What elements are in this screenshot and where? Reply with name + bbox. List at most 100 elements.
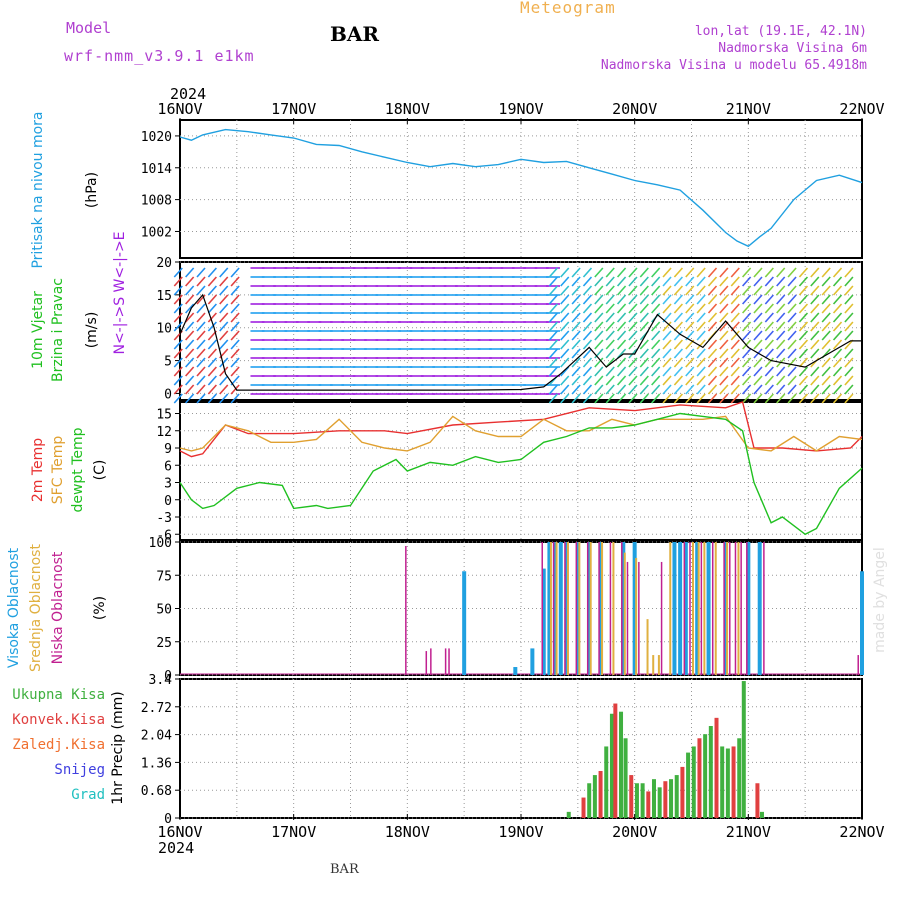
precip-bar: [609, 713, 614, 818]
y-tick-label: 1008: [141, 194, 172, 209]
wind-barb: [753, 375, 763, 386]
wind-barb: [173, 375, 183, 386]
footer-station: BAR: [330, 862, 359, 877]
mid-cloud-bar: [697, 542, 700, 675]
wind-barb: [810, 339, 820, 350]
low-cloud-bar: [609, 542, 612, 675]
wind-barb: [810, 303, 820, 314]
wind-barb: [571, 303, 581, 314]
wind-barb: [844, 384, 854, 395]
wind-barb: [844, 366, 854, 377]
wind-barb: [707, 321, 718, 332]
wind-barb: [594, 375, 604, 386]
wind-barb: [776, 348, 786, 359]
wind-speed-line: [179, 293, 862, 391]
mid-cloud-bar: [589, 542, 592, 675]
wind-barb: [628, 366, 638, 377]
wind-barb: [832, 312, 843, 323]
wind-barb: [810, 393, 820, 404]
wind-unit-label: (m/s): [84, 312, 100, 349]
wind-barb: [832, 384, 843, 395]
wind-barb: [662, 393, 672, 404]
precip-bar: [703, 734, 708, 818]
precip-bar: [604, 746, 609, 818]
x-tick-label-bottom: 22NOV: [839, 823, 884, 841]
wind-barb: [230, 321, 240, 332]
mid-cloud-bar: [652, 655, 655, 675]
wind-barb: [742, 303, 752, 314]
wind-barb: [548, 285, 558, 296]
station-name: BAR: [330, 22, 380, 46]
wind-barb: [673, 375, 684, 386]
high-cloud-bar: [530, 648, 535, 675]
wind-barb: [787, 384, 797, 395]
wind-barb: [582, 393, 593, 404]
wind-barb: [707, 393, 718, 404]
wind-barb: [616, 285, 627, 296]
wind-barb: [764, 321, 774, 332]
wind-barb: [594, 348, 604, 359]
wind-barb: [685, 303, 695, 314]
wind-barb: [571, 375, 581, 386]
wind-barb: [821, 267, 831, 278]
wind-barb: [219, 384, 229, 395]
wind-barb: [673, 267, 684, 278]
wind-barb: [605, 348, 615, 359]
wind-barb: [196, 393, 206, 404]
wind-barb: [844, 393, 854, 404]
credit-label: made by Angel: [872, 547, 888, 653]
wind-barb: [798, 339, 809, 350]
wind-barb: [719, 312, 729, 323]
wind-barb: [776, 393, 786, 404]
wind-barb: [707, 384, 718, 395]
wind-barb: [651, 294, 661, 305]
wind-barb: [696, 312, 706, 323]
wind-barb: [173, 267, 183, 278]
low-cloud-bar: [541, 542, 543, 675]
precip-bar: [680, 766, 685, 818]
wind-barb: [753, 285, 763, 296]
wind-barb: [832, 294, 843, 305]
wind-barb: [616, 384, 627, 395]
mid-cloud-bar: [703, 542, 706, 675]
wind-barb: [582, 285, 593, 296]
low-cloud-bar: [586, 542, 589, 675]
wind-barb: [628, 267, 638, 278]
low-cloud-bar: [405, 545, 407, 675]
mid-cloud-bar: [714, 542, 717, 675]
wind-barb: [639, 339, 649, 350]
wind-barb: [173, 384, 183, 395]
wind-barb: [719, 339, 729, 350]
wind-barb: [548, 267, 558, 278]
x-tick-label-top: 18NOV: [385, 100, 430, 118]
y-tick-label: 100: [149, 536, 172, 551]
wind-barb: [628, 357, 638, 368]
wind-barb: [582, 339, 593, 350]
wind-barb: [719, 393, 729, 404]
wind-barb: [219, 339, 229, 350]
high-cloud-bar: [860, 571, 864, 675]
wind-barb: [571, 339, 581, 350]
wind-barb: [696, 357, 706, 368]
wind-barb: [571, 267, 581, 278]
wind-barb: [594, 339, 604, 350]
y-tick-label: 25: [156, 636, 172, 651]
precip-bar: [755, 783, 760, 818]
wind-barb: [196, 375, 206, 386]
wind-barb: [798, 375, 809, 386]
low-cloud-bar: [857, 655, 859, 675]
wind-barb: [753, 267, 763, 278]
precip-bar: [669, 779, 674, 818]
wind-barb: [662, 357, 672, 368]
wind-barb: [207, 393, 217, 404]
wind-barb: [207, 312, 217, 323]
wind-barb: [548, 321, 558, 332]
wind-barb: [571, 357, 581, 368]
wind-barb: [742, 321, 752, 332]
precip-legend-item: Konvek.Kisa: [12, 712, 105, 728]
wind-barb: [685, 294, 695, 305]
model-name: wrf-nmm_v3.9.1 e1km: [64, 47, 255, 65]
wind-barb: [185, 375, 195, 386]
wind-barb: [594, 285, 604, 296]
